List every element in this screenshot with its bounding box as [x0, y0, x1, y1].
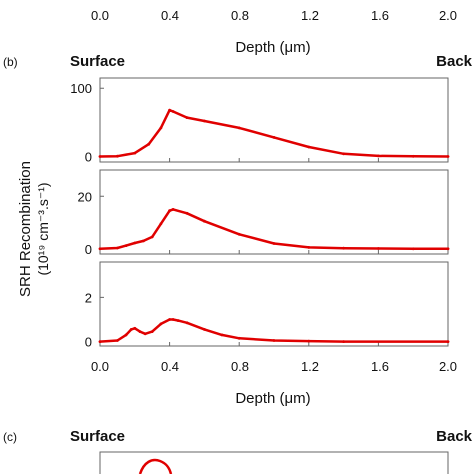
subplot-3-point-14 [220, 333, 224, 337]
subplot-2-series-line [98, 208, 450, 251]
subplot-1-point-11 [307, 145, 311, 149]
ylabel-line2: (10¹⁹ cm⁻³.s⁻¹) [35, 182, 51, 275]
panel-c-surface-label: Surface [70, 428, 125, 445]
subplot-2-point-1 [116, 246, 119, 250]
subplot-2-point-0 [98, 247, 102, 251]
subplot-2-point-8 [171, 208, 175, 211]
subplot-1-point-4 [159, 126, 163, 130]
subplot-3-ytick-label-0: 0 [85, 335, 92, 350]
x-tick-label-0: 0.0 [91, 359, 109, 374]
subplot-1-ytick-label-0: 0 [85, 150, 92, 165]
panel-b-label: (b) [3, 55, 18, 69]
subplot-1-point-9 [237, 126, 241, 130]
subplot-2-point-9 [185, 211, 189, 215]
top-tick-0: 0.0 [91, 8, 109, 23]
subplot-3-point-5 [138, 330, 142, 333]
subplot-2-point-5 [150, 235, 154, 239]
top-tick-5: 2.0 [439, 8, 457, 23]
bottom-xlabel: Depth (μm) [235, 390, 310, 407]
subplot-1-point-8 [203, 119, 206, 123]
top-tick-1: 0.4 [161, 8, 179, 23]
subplot-2-point-12 [272, 242, 276, 245]
subplot-3-point-9 [168, 318, 172, 321]
subplot-1-point-13 [377, 154, 380, 158]
x-tick-label-2: 0.8 [231, 359, 249, 374]
x-tick-label-1: 0.4 [161, 359, 179, 374]
subplot-3-point-1 [116, 339, 119, 342]
top-tick-3: 1.2 [301, 8, 319, 23]
panel-c-back-label: Back [436, 428, 473, 445]
subplot-3-point-0 [98, 340, 102, 343]
subplot-1-point-10 [272, 136, 276, 139]
subplot-3-point-18 [342, 340, 345, 343]
subplot-1-point-3 [147, 142, 151, 146]
subplot-2-point-17 [446, 247, 450, 251]
top-xlabel: Depth (μm) [235, 39, 310, 56]
subplot-2-point-4 [142, 239, 145, 243]
subplot-2-point-11 [237, 232, 241, 236]
subplot-1-frame [99, 77, 449, 163]
subplot-3-point-13 [203, 328, 206, 331]
top-tick-labels: 0.0 0.4 0.8 1.2 1.6 2.0 [91, 8, 457, 23]
subplot-1-point-5 [168, 108, 172, 112]
subplot-1-ytick-label-1: 100 [70, 81, 92, 96]
top-tick-2: 0.8 [231, 8, 249, 23]
top-tick-4: 1.6 [371, 8, 389, 23]
subplot-3-ytick-label-1: 2 [85, 290, 92, 305]
subplot-1-point-0 [98, 155, 102, 158]
bottom-tick-labels: 0.0 0.4 0.8 1.2 1.6 2.0 [91, 359, 457, 374]
subplot-2-point-10 [203, 219, 206, 223]
subplot-2-point-16 [411, 247, 415, 251]
x-tick-label-5: 2.0 [439, 359, 457, 374]
subplot-3-point-10 [171, 318, 175, 321]
subplot-3-point-8 [159, 322, 163, 326]
subplot-3-point-19 [446, 340, 450, 343]
panel-b-back-label: Back [436, 53, 473, 70]
subplot-1-point-1 [116, 154, 119, 158]
subplot-2-point-14 [342, 246, 345, 250]
subplot-3: 02 [85, 261, 450, 350]
subplot-3-point-17 [307, 339, 311, 343]
subplot-1-series-line [98, 108, 450, 158]
subplot-1-point-14 [411, 154, 415, 158]
panel-c-label: (c) [3, 430, 17, 444]
subplot-2-frame [99, 169, 449, 255]
subplot-1-point-2 [133, 151, 137, 155]
subplot-3-point-12 [185, 321, 189, 325]
subplot-1-point-6 [171, 110, 175, 113]
subplot-2-point-13 [307, 246, 311, 249]
subplot-3-point-2 [124, 333, 128, 337]
panel-b-surface-label: Surface [70, 53, 125, 70]
subplot-1-point-7 [185, 116, 189, 119]
x-tick-label-4: 1.6 [371, 359, 389, 374]
subplot-1: 0 100 [70, 77, 450, 165]
subplot-2-ytick-label-1: 20 [78, 189, 92, 204]
subplot-3-point-3 [129, 328, 133, 331]
subplot-3-point-16 [272, 339, 276, 342]
subplot-2-point-15 [377, 247, 380, 250]
subplot-2-point-6 [159, 222, 163, 226]
subplot-1-point-12 [342, 152, 345, 156]
subplot-2-point-3 [133, 241, 137, 245]
subplot-1-point-15 [446, 155, 450, 158]
panel-c-frame [99, 451, 449, 474]
subplot-3-point-6 [143, 332, 147, 336]
subplot-2-point-2 [124, 244, 128, 248]
subplot-2-point-7 [168, 209, 172, 213]
subplot-2: 0 20 [78, 169, 450, 257]
subplot-2-ytick-label-0: 0 [85, 242, 92, 257]
subplot-3-point-4 [133, 326, 137, 330]
ylabel-group: SRH Recombination (10¹⁹ cm⁻³.s⁻¹) [17, 161, 51, 297]
x-tick-label-3: 1.2 [301, 359, 319, 374]
subplot-3-point-15 [237, 336, 241, 340]
subplot-3-frame [99, 261, 449, 347]
subplot-3-point-11 [176, 319, 180, 322]
panel-c-curve [138, 458, 173, 474]
ylabel-line1: SRH Recombination [17, 161, 34, 297]
subplot-3-point-7 [150, 330, 154, 333]
